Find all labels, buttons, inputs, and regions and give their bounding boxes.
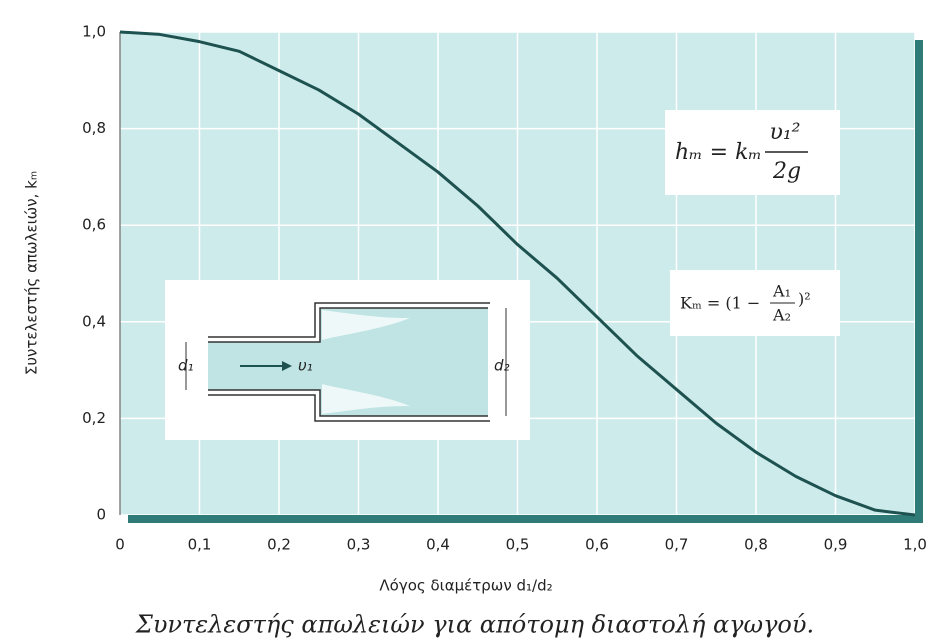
pipe-fluid — [208, 308, 488, 416]
y-tick-label: 0 — [96, 506, 106, 524]
y-axis-label: Συντελεστής απωλειών, kₘ — [23, 171, 41, 375]
y-tick-label: 0,6 — [82, 216, 106, 234]
formula: A₁ — [772, 282, 791, 301]
x-tick-label: 0 — [115, 536, 125, 554]
formula: υ₁² — [769, 120, 800, 145]
inset-label: d₁ — [178, 357, 194, 375]
caption: Συντελεστής απωλειών για απότομη διαστολ… — [135, 611, 814, 639]
x-tick-label: 0,6 — [585, 536, 609, 554]
pipe-wall — [208, 302, 490, 343]
y-tick-label: 1,0 — [82, 23, 106, 41]
formula-box — [665, 110, 840, 195]
formula-box — [670, 270, 840, 336]
x-tick-label: 0,4 — [426, 536, 450, 554]
x-axis-label: Λόγος διαμέτρων d₁/d₂ — [379, 577, 552, 595]
x-tick-label: 1,0 — [903, 536, 927, 554]
x-tick-label: 0,3 — [347, 536, 371, 554]
inset-diagram: υ₁ d₁ d₂ — [165, 280, 530, 440]
y-tick-label: 0,4 — [82, 312, 106, 330]
frame-right — [915, 40, 923, 523]
formula: Kₘ = (1 − — [680, 294, 760, 313]
inset-label: d₂ — [494, 357, 510, 375]
x-tick-label: 0,1 — [188, 536, 212, 554]
y-tick-label: 0,8 — [82, 119, 106, 137]
x-tick-label: 0,9 — [824, 536, 848, 554]
formula: A₂ — [772, 306, 791, 325]
eddy-zone — [322, 310, 410, 414]
formula: hₘ = kₘ — [675, 140, 762, 165]
x-tick-label: 0,5 — [506, 536, 530, 554]
formula: )² — [798, 290, 811, 309]
x-tick-label: 0,7 — [665, 536, 689, 554]
x-tick-label: 0,8 — [744, 536, 768, 554]
formula: 2g — [772, 159, 801, 184]
frame-bottom — [128, 515, 923, 523]
inset-label: υ₁ — [298, 357, 313, 375]
data-line — [119, 30, 916, 517]
x-tick-label: 0,2 — [267, 536, 291, 554]
y-tick-label: 0,2 — [82, 409, 106, 427]
arrow-head — [282, 361, 292, 371]
pipe-wall — [208, 389, 490, 422]
